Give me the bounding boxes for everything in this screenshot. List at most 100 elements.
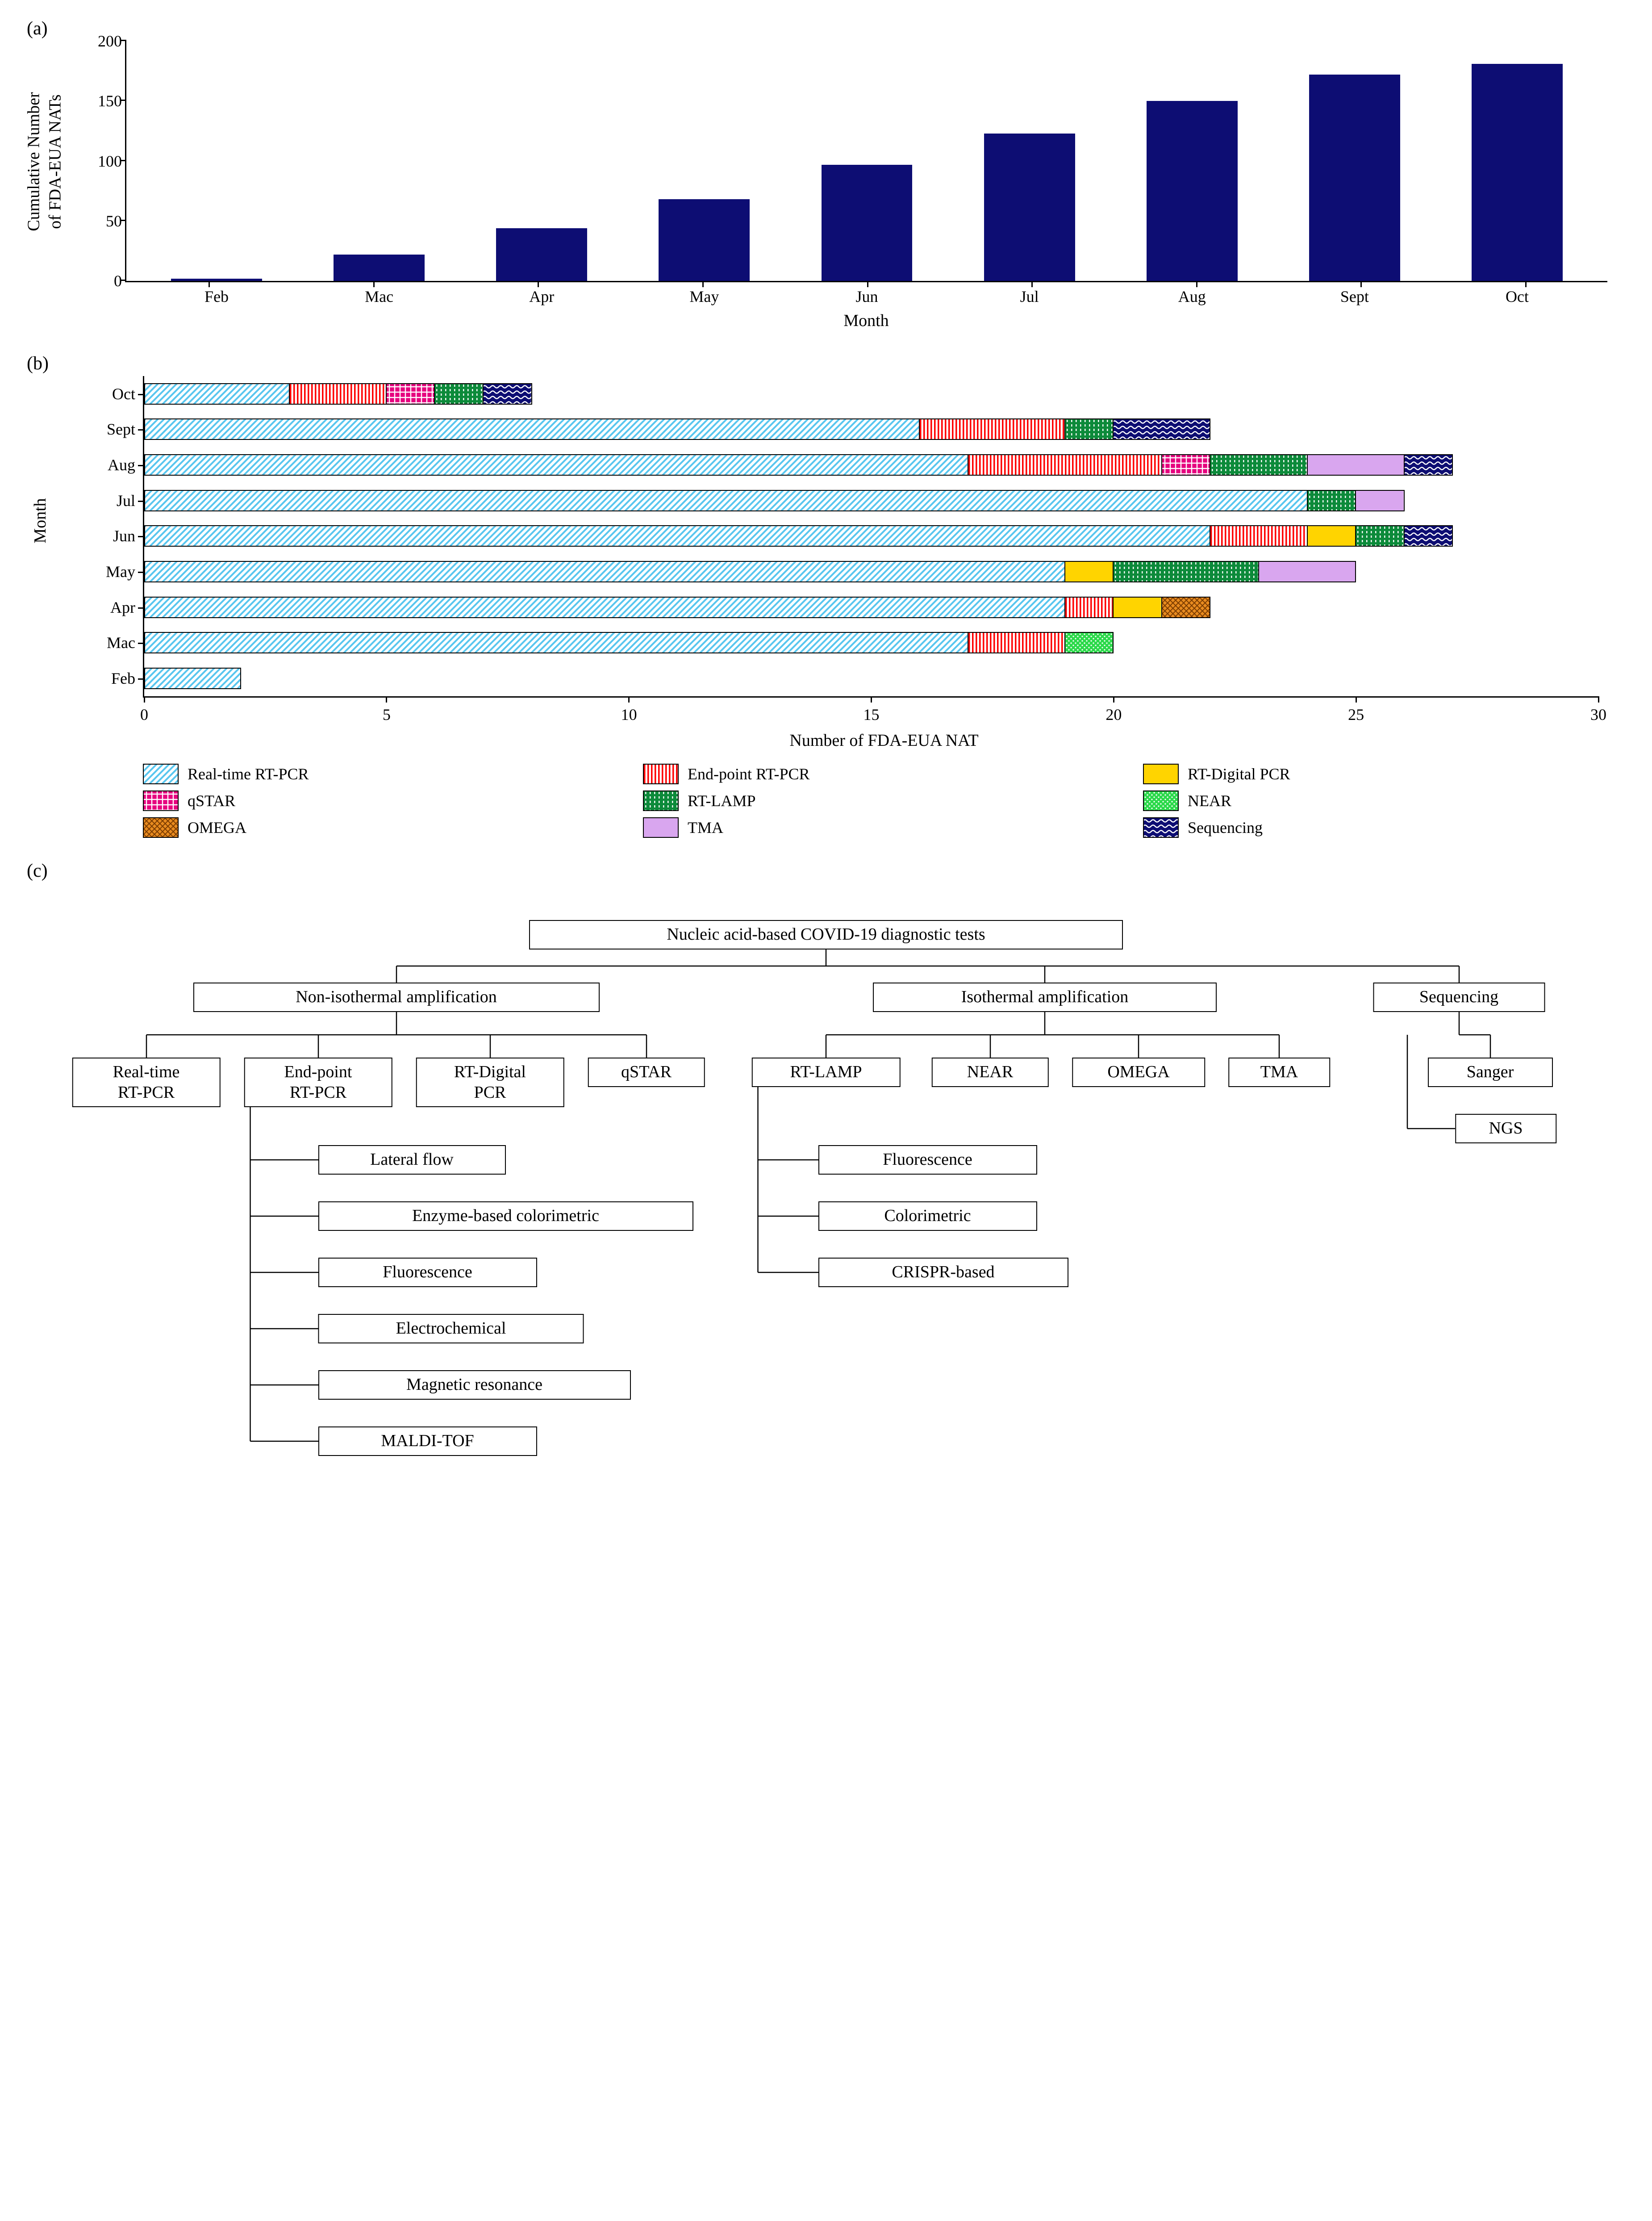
chart-b-row: Jun	[144, 525, 1598, 547]
chart-b-rowlabel: Mac	[86, 633, 135, 652]
chart-b-segment	[1210, 454, 1307, 476]
chart-b-segment	[1065, 561, 1114, 582]
chart-b-rowlabel: Apr	[86, 598, 135, 617]
chart-b-segment	[1210, 525, 1307, 547]
chart-b-segment	[144, 668, 241, 689]
chart-a-xlabel: May	[623, 287, 785, 306]
chart-b-rowlabel: Sept	[86, 420, 135, 439]
chart-b-segment	[968, 454, 1162, 476]
chart-b-xtick: 0	[140, 705, 148, 724]
chart-b-segment	[144, 383, 290, 405]
chart-b-xtick: 30	[1590, 705, 1606, 724]
chart-b-segment	[144, 490, 1308, 511]
legend-item: RT-Digital PCR	[1143, 764, 1625, 784]
chart-b-segment	[290, 383, 387, 405]
flowchart-node: Nucleic acid-based COVID-19 diagnostic t…	[529, 920, 1123, 949]
chart-a-xlabel: Aug	[1111, 287, 1273, 306]
chart-b-segment	[1114, 561, 1259, 582]
chart-b-segment	[144, 597, 1065, 618]
chart-b-xtick: 25	[1348, 705, 1364, 724]
chart-a-wrap: Cumulative Number of FDA-EUA NATs FebMac…	[27, 41, 1625, 282]
chart-b-xtick: 10	[621, 705, 637, 724]
chart-b-segment	[1065, 597, 1114, 618]
chart-a-ytick: 50	[82, 212, 122, 230]
flowchart-node: qSTAR	[588, 1058, 705, 1087]
flowchart-node: Sequencing	[1373, 983, 1545, 1012]
panel-c: (c) Nucleic acid-based COVID-19 diagnost…	[27, 860, 1625, 1520]
chart-b-legend: Real-time RT-PCR End-point RT-PCR RT-Digit…	[143, 764, 1625, 838]
chart-b-rowlabel: Jul	[86, 491, 135, 510]
flowchart: Nucleic acid-based COVID-19 diagnostic t…	[45, 895, 1607, 1520]
legend-item: OMEGA	[143, 817, 625, 838]
chart-a-xtitle: Month	[27, 311, 1625, 330]
flowchart-node: RT-LAMP	[752, 1058, 901, 1087]
chart-b-segment	[1356, 490, 1405, 511]
chart-a-xlabel: Apr	[460, 287, 623, 306]
chart-a-bar	[984, 134, 1075, 281]
chart-a-xlabel: Jul	[948, 287, 1111, 306]
chart-b-segment	[1162, 597, 1211, 618]
chart-b-row: Sept	[144, 418, 1598, 440]
flowchart-node: CRISPR-based	[818, 1258, 1068, 1287]
chart-b-segment	[1259, 561, 1356, 582]
chart-b-row: May	[144, 560, 1598, 583]
chart-b-segment	[1065, 418, 1114, 440]
chart-b-segment	[387, 383, 435, 405]
chart-b-rowlabel: Feb	[86, 669, 135, 688]
legend-item: NEAR	[1143, 791, 1625, 811]
chart-b-segment	[1405, 454, 1453, 476]
chart-b-segment	[1356, 525, 1405, 547]
legend-item: TMA	[643, 817, 1125, 838]
chart-b-wrap: Month OctSeptAugJulJunMayAprMacFeb 05101…	[27, 376, 1625, 698]
flowchart-node: Real-timeRT-PCR	[72, 1058, 221, 1107]
chart-a-xlabel: Oct	[1436, 287, 1598, 306]
chart-a-xlabel: Jun	[785, 287, 948, 306]
chart-b-segment	[144, 561, 1065, 582]
chart-a-ylabel: Cumulative Number of FDA-EUA NATs	[24, 92, 66, 231]
legend-item: Real-time RT-PCR	[143, 764, 625, 784]
chart-a-xlabel: Mac	[298, 287, 460, 306]
chart-b-row: Apr	[144, 596, 1598, 619]
flowchart-node: NEAR	[931, 1058, 1049, 1087]
chart-a-bar	[1147, 101, 1238, 281]
panel-a-label: (a)	[27, 18, 1625, 39]
chart-b-xtick: 5	[383, 705, 391, 724]
chart-a-bar	[1309, 75, 1400, 281]
chart-b-segment	[1308, 525, 1356, 547]
chart-b-segment	[144, 454, 968, 476]
panel-c-label: (c)	[27, 860, 1625, 882]
chart-b-segment	[1114, 418, 1210, 440]
chart-b-segment	[144, 418, 920, 440]
flowchart-node: Isothermal amplification	[873, 983, 1217, 1012]
chart-a-xlabel: Feb	[135, 287, 298, 306]
chart-a-ytick: 200	[82, 32, 122, 50]
chart-b-plot: OctSeptAugJulJunMayAprMacFeb 05101520253…	[143, 376, 1598, 698]
flowchart-node: Non-isothermal amplification	[193, 983, 600, 1012]
chart-b-segment	[1308, 454, 1405, 476]
chart-a-bar	[822, 165, 913, 281]
chart-b-segment	[1162, 454, 1211, 476]
chart-b-row: Feb	[144, 667, 1598, 690]
flowchart-node: Enzyme-based colorimetric	[318, 1201, 693, 1231]
legend-item: End-point RT-PCR	[643, 764, 1125, 784]
chart-b-xtitle: Number of FDA-EUA NAT	[27, 731, 1625, 750]
chart-b-segment	[1308, 490, 1356, 511]
chart-b-xtick: 20	[1106, 705, 1122, 724]
chart-b-segment	[1065, 632, 1114, 653]
flowchart-node: Electrochemical	[318, 1314, 584, 1343]
chart-b-segment	[968, 632, 1065, 653]
chart-b-row: Jul	[144, 489, 1598, 512]
flowchart-node: Lateral flow	[318, 1145, 506, 1175]
legend-item: qSTAR	[143, 791, 625, 811]
chart-b-rowlabel: May	[86, 562, 135, 581]
chart-a-bar	[659, 199, 750, 281]
chart-a-bar	[1472, 64, 1563, 281]
chart-b-segment	[1114, 597, 1162, 618]
flowchart-node: RT-DigitalPCR	[416, 1058, 564, 1107]
chart-a-ytick: 0	[82, 272, 122, 290]
flowchart-node: Magnetic resonance	[318, 1370, 631, 1400]
chart-b-rowlabel: Oct	[86, 385, 135, 403]
flowchart-node: Sanger	[1428, 1058, 1553, 1087]
panel-b-label: (b)	[27, 353, 1625, 374]
chart-b-row: Mac	[144, 632, 1598, 654]
